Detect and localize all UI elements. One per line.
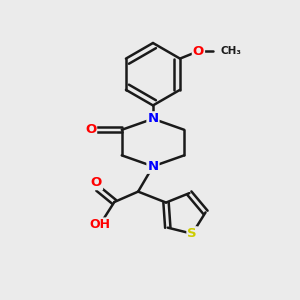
Text: O: O xyxy=(85,123,96,136)
Text: O: O xyxy=(91,176,102,189)
Text: S: S xyxy=(188,227,197,240)
Text: CH₃: CH₃ xyxy=(221,46,242,56)
Text: OH: OH xyxy=(89,218,110,231)
Text: N: N xyxy=(147,160,158,173)
Text: O: O xyxy=(193,45,204,58)
Text: N: N xyxy=(147,112,158,125)
